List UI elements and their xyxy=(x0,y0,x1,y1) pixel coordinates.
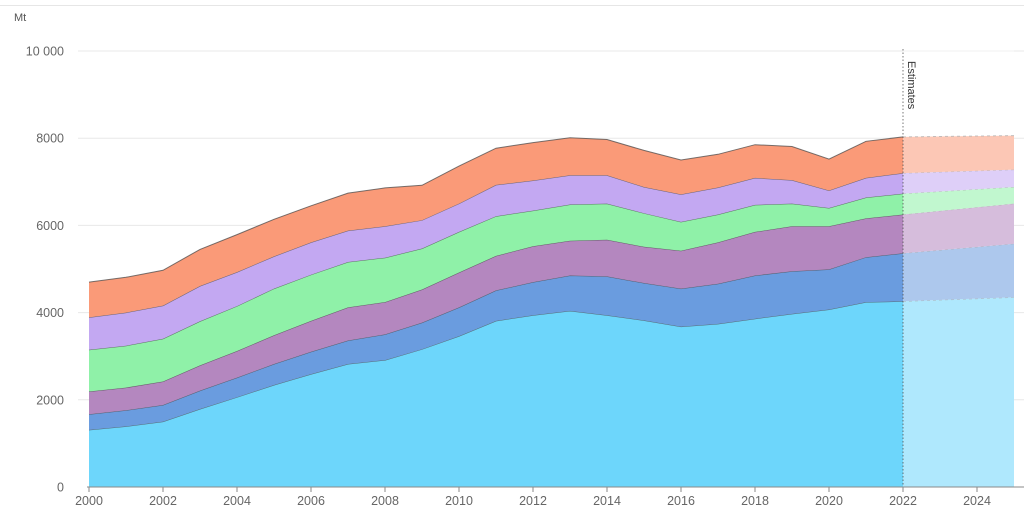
x-tick-label: 2000 xyxy=(75,494,103,508)
area-series xyxy=(88,135,1015,487)
x-tick-label: 2014 xyxy=(593,494,621,508)
y-tick-label: 8000 xyxy=(36,132,64,146)
x-tick-label: 2024 xyxy=(963,494,991,508)
x-tick-label: 2010 xyxy=(445,494,473,508)
x-tick-label: 2008 xyxy=(371,494,399,508)
x-tick-label: 2002 xyxy=(149,494,177,508)
y-tick-label: 4000 xyxy=(36,306,64,320)
axes: 0 2000 4000 6000 8000 10 000 2000 2002 2004 2006 2… xyxy=(26,45,1024,508)
area-series-2 xyxy=(89,243,1014,430)
area-series-3 xyxy=(89,203,1014,415)
x-tick-label: 2012 xyxy=(519,494,547,508)
area-series-5 xyxy=(89,169,1014,350)
y-tick-label: 6000 xyxy=(36,219,64,233)
x-tick-label: 2022 xyxy=(889,494,917,508)
series-boundary-estimate xyxy=(902,135,1015,138)
y-tick-label: 0 xyxy=(57,481,64,495)
x-tick-label: 2004 xyxy=(223,494,251,508)
top-divider xyxy=(0,5,1024,6)
area-series-4 xyxy=(89,187,1014,392)
y-tick-label: 2000 xyxy=(36,393,64,407)
y-unit-label: Mt xyxy=(14,12,26,24)
x-tick-label: 2016 xyxy=(667,494,695,508)
estimates-label: Estimates xyxy=(905,61,917,110)
x-tick-label: 2020 xyxy=(815,494,843,508)
area-series-6 xyxy=(89,135,1014,318)
estimates-shade xyxy=(903,49,1014,487)
x-tick-label: 2018 xyxy=(741,494,769,508)
series-boundary xyxy=(88,136,904,283)
x-tick-label: 2006 xyxy=(297,494,325,508)
area-series-1 xyxy=(89,297,1014,487)
y-tick-label: 10 000 xyxy=(26,45,64,59)
